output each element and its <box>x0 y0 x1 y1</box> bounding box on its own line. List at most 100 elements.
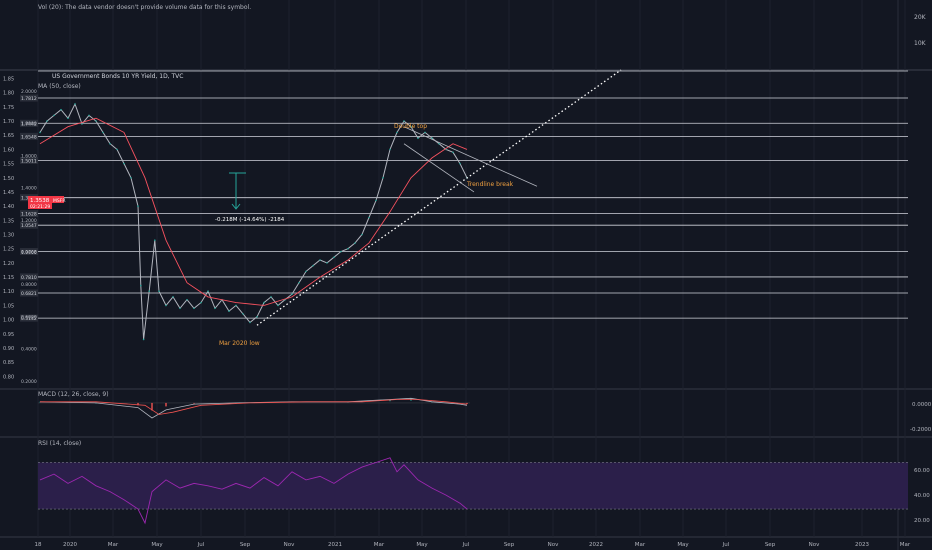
price-point <box>81 123 83 125</box>
macd-histogram-bar <box>137 402 139 406</box>
volume-note: Vol (20): The data vendor doesn't provid… <box>38 4 251 11</box>
double-top-annotation: Double top <box>394 123 427 130</box>
price-point <box>375 199 377 202</box>
price-point <box>347 247 349 250</box>
macd-axis-zero: 0.0000 <box>912 402 932 408</box>
price-point <box>256 315 258 318</box>
rsi-line <box>39 457 468 525</box>
price-point <box>340 250 342 253</box>
y-tick-label: 1.55 <box>3 162 14 168</box>
price-point <box>95 120 97 122</box>
x-tick-label: Jul <box>722 542 730 548</box>
level-label-bg <box>20 289 38 297</box>
price-point <box>438 142 440 145</box>
x-tick-label: Mar <box>635 542 646 548</box>
price-point <box>368 216 370 219</box>
rsi-indicator-label[interactable]: RSI (14, close) <box>38 440 81 447</box>
x-tick-label: Sep <box>765 542 776 548</box>
price-point <box>158 290 160 293</box>
y-tick-label: 1.50 <box>3 176 14 182</box>
x-tick-label: 2021 <box>328 542 342 548</box>
level-label: 1.1628 <box>21 212 37 218</box>
y-tick-label: 1.00 <box>3 318 14 324</box>
level-label: 0.7810 <box>21 275 37 281</box>
trendline-break-annotation: Trendline break <box>466 181 514 188</box>
level-label-bg <box>20 273 38 281</box>
price-point <box>263 301 265 304</box>
price-point <box>140 284 142 287</box>
price-point <box>137 205 139 207</box>
x-tick-label: Mar <box>108 542 119 548</box>
y-tick-label: 1.60 <box>3 147 14 153</box>
price-point <box>46 120 48 122</box>
horizontal-levels: 1.78121.74421.65481.50111.36091.16281.05… <box>20 70 908 322</box>
measure-label: -0.218M (-14.64%) -2184 <box>215 217 285 223</box>
x-tick-label: 18 <box>35 542 42 548</box>
price-point <box>116 148 118 151</box>
price-point <box>53 114 55 117</box>
x-tick-label: Nov <box>809 542 820 548</box>
price-point <box>235 304 237 307</box>
y-tick-label: 0.80 <box>3 374 14 380</box>
macd-signal-line <box>40 399 468 415</box>
price-point <box>361 233 363 236</box>
level-label-bg <box>20 132 38 140</box>
rsi-line <box>39 457 468 525</box>
price-point <box>403 120 405 122</box>
level-label-bg <box>20 156 38 164</box>
left-axis-label: 1.4000 <box>21 186 37 192</box>
price-point <box>452 151 454 154</box>
last-price: 1.3538 <box>30 198 50 204</box>
x-tick-label: Mar <box>374 542 385 548</box>
x-tick-label: May <box>151 542 163 548</box>
x-tick-label: 2022 <box>589 542 603 548</box>
price-point <box>305 270 307 273</box>
left-axis-label: 1.6000 <box>21 153 37 159</box>
macd-indicator-label[interactable]: MACD (12, 26, close, 9) <box>38 391 109 398</box>
price-point <box>312 264 314 267</box>
price-point <box>389 148 391 151</box>
left-axis-label: 1.0000 <box>21 250 37 256</box>
price-point <box>228 310 230 312</box>
left-axis-label: 0.6000 <box>21 314 37 320</box>
price-point <box>326 262 328 264</box>
x-tick-label: Sep <box>504 542 515 548</box>
x-tick-label: 2023 <box>855 542 869 548</box>
price-point <box>249 321 251 324</box>
ma-indicator-label[interactable]: MA (50, close) <box>38 83 81 90</box>
price-point <box>333 256 335 259</box>
grid-lines <box>37 0 906 537</box>
ma-line <box>39 117 468 306</box>
y-tick-label: 0.95 <box>3 332 14 338</box>
y-tick-label: 0.90 <box>3 346 14 352</box>
x-tick-label: May <box>416 542 428 548</box>
price-series <box>39 102 468 341</box>
price-point <box>88 114 90 117</box>
level-label-bg <box>20 314 38 322</box>
x-tick-label: Nov <box>284 542 295 548</box>
price-point <box>459 162 461 165</box>
macd-histogram-bar <box>466 402 468 405</box>
price-point <box>130 176 132 179</box>
price-point <box>172 296 174 298</box>
x-tick-label: Nov <box>548 542 559 548</box>
x-tick-label: Jul <box>462 542 470 548</box>
rsi-band <box>38 462 908 510</box>
price-point <box>193 307 195 310</box>
y-tick-label: 1.05 <box>3 303 14 309</box>
measure-tool[interactable]: -0.218M (-14.64%) -2184 <box>215 172 285 223</box>
symbol-title[interactable]: US Government Bonds 10 YR Yield, 1D, TVC <box>52 73 183 80</box>
left-axis-label: 0.4000 <box>21 347 37 353</box>
price-point <box>277 304 279 307</box>
level-label-bg <box>20 119 38 127</box>
left-axis-label: 1.2000 <box>21 218 37 224</box>
price-point <box>39 131 41 134</box>
level-label-bg <box>20 221 38 229</box>
countdown: 02:21:29 <box>30 204 50 210</box>
rsi-axis-60: 60.00 <box>914 468 930 474</box>
macd-histogram-bar <box>151 402 153 411</box>
y-tick-label: 1.20 <box>3 261 14 267</box>
left-axis-label: 1.8000 <box>21 121 37 127</box>
volume-axis-20k: 20K <box>914 14 927 21</box>
